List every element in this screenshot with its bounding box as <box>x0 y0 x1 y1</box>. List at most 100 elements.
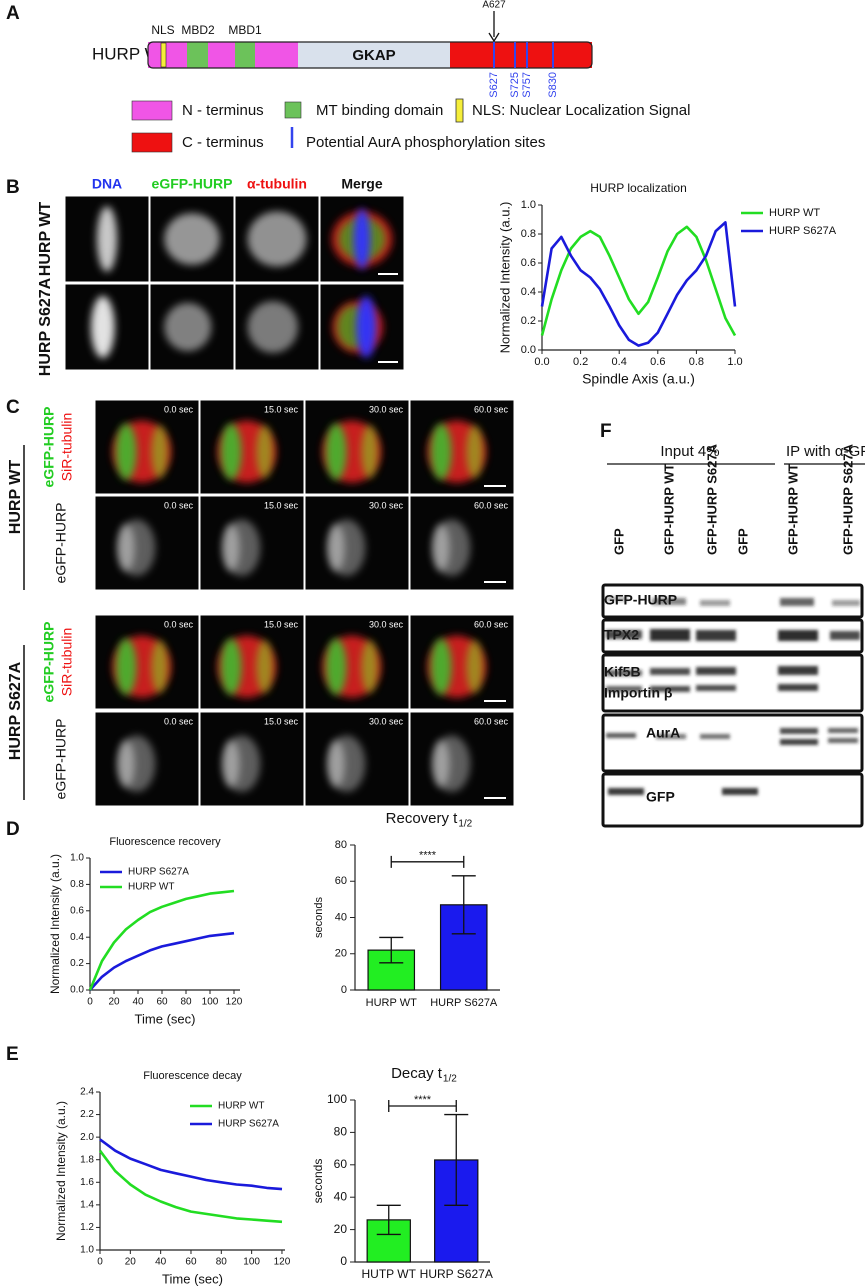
timestamp: 0.0 sec <box>164 404 194 414</box>
group-header: IP with α-GFP ab <box>786 443 865 460</box>
data-line <box>99 1138 283 1191</box>
lane-label: GFP-HURP S627A <box>704 443 719 555</box>
blot-band <box>650 668 690 675</box>
channel-label: SiR-tubulin <box>59 628 75 696</box>
y-tick-label: 80 <box>334 1125 348 1139</box>
timestamp: 60.0 sec <box>474 619 509 629</box>
legend-swatch <box>284 101 302 119</box>
axis <box>541 205 735 351</box>
domain-label: MBD1 <box>228 23 262 37</box>
blot-band <box>606 670 642 676</box>
blot-band <box>608 788 644 795</box>
panel-label: F <box>600 421 612 442</box>
image-signal <box>361 425 378 479</box>
legend-swatch <box>455 98 464 123</box>
x-tick-label: HUTP WT <box>362 1267 417 1281</box>
domain-label: NLS <box>151 23 174 37</box>
column-header: eGFP-HURP <box>152 176 233 192</box>
lane-label: GFP-HURP S627A <box>840 443 855 555</box>
y-tick-label: 1.0 <box>521 199 536 211</box>
x-tick-label: 20 <box>125 1257 137 1268</box>
significance-label: **** <box>419 850 437 862</box>
blot-frame <box>601 713 864 773</box>
image-signal <box>432 524 450 572</box>
y-tick-label: 1.0 <box>70 853 84 864</box>
mutation-arrowhead <box>488 32 500 43</box>
image-signal <box>430 423 452 480</box>
blot-band <box>778 666 818 675</box>
image-signal <box>91 296 115 358</box>
y-tick-label: 1.4 <box>80 1199 94 1210</box>
data-line <box>540 225 737 337</box>
y-tick-label: 20 <box>335 948 347 960</box>
timestamp: 30.0 sec <box>369 404 404 414</box>
timestamp: 0.0 sec <box>164 716 194 726</box>
y-tick-label: 0.8 <box>70 879 84 890</box>
x-tick-label: HURP S627A <box>430 997 498 1009</box>
timestamp: 15.0 sec <box>264 500 299 510</box>
blot-frame <box>601 772 864 828</box>
chart-title: Fluorescence decay <box>143 1070 242 1082</box>
x-axis-label: Spindle Axis (a.u.) <box>582 371 695 387</box>
blot-label: GFP <box>646 789 675 805</box>
image-signal <box>222 524 240 572</box>
blot-band <box>832 600 860 606</box>
blot-frame <box>601 583 864 619</box>
y-tick-label: 2.4 <box>80 1087 94 1098</box>
image-signal <box>430 638 452 695</box>
blot-band <box>652 598 686 605</box>
panel-label: C <box>6 397 20 418</box>
y-tick-label: 0 <box>340 1254 347 1268</box>
channel-label: eGFP-HURP <box>41 407 57 488</box>
x-tick-label: 60 <box>185 1257 197 1268</box>
x-tick-label: 20 <box>108 997 120 1008</box>
legend-label: HURP S627A <box>218 1119 279 1130</box>
y-axis-label: Normalized Intensity (a.u.) <box>48 854 62 994</box>
image-signal <box>220 638 242 695</box>
y-tick-label: 1.8 <box>80 1154 94 1165</box>
significance-bracket <box>388 1100 457 1112</box>
x-tick-label: 100 <box>243 1257 260 1268</box>
lane-label: GFP <box>735 528 750 555</box>
y-tick-label: 0.0 <box>70 985 84 996</box>
x-tick-label: 0.4 <box>612 356 627 368</box>
timestamp: 15.0 sec <box>264 716 299 726</box>
y-tick-label: 0.0 <box>521 344 536 356</box>
y-tick-label: 2.0 <box>80 1132 94 1143</box>
legend-label: HURP WT <box>769 207 820 219</box>
image-signal <box>361 640 378 694</box>
blot-band <box>778 684 818 691</box>
blot-band <box>778 630 818 641</box>
image-signal <box>466 425 483 479</box>
site-label: S725 <box>509 72 521 98</box>
image-signal <box>115 638 137 695</box>
y-tick-label: 0.2 <box>521 315 536 327</box>
image-signal <box>247 211 307 267</box>
y-tick-label: 0.4 <box>521 286 536 298</box>
y-axis-label: seconds <box>313 897 325 938</box>
x-tick-label: 0.0 <box>534 356 549 368</box>
x-tick-label: 60 <box>156 997 168 1008</box>
data-line <box>98 1149 283 1224</box>
column-header: DNA <box>92 176 122 192</box>
bar <box>367 949 416 991</box>
x-tick-label: HURP WT <box>366 997 417 1009</box>
x-axis-label: Time (sec) <box>162 1271 223 1286</box>
image-signal <box>115 423 137 480</box>
blot-band <box>650 686 690 692</box>
channel-label: eGFP-HURP <box>53 503 69 584</box>
y-tick-label: 0.6 <box>70 905 84 916</box>
x-tick-label: 40 <box>155 1257 167 1268</box>
timestamp: 0.0 sec <box>164 500 194 510</box>
y-tick-label: 0.6 <box>521 257 536 269</box>
y-tick-label: 2.2 <box>80 1109 94 1120</box>
y-axis-label: Normalized Intensity (a.u.) <box>54 1101 68 1241</box>
legend-label: N - terminus <box>182 102 264 119</box>
blot-band <box>700 600 730 606</box>
timestamp: 30.0 sec <box>369 716 404 726</box>
image-signal <box>117 740 135 788</box>
x-tick-label: 120 <box>226 997 243 1008</box>
channel-label: eGFP-HURP <box>53 719 69 800</box>
timestamp: 0.0 sec <box>164 619 194 629</box>
x-tick-label: 0 <box>87 997 93 1008</box>
